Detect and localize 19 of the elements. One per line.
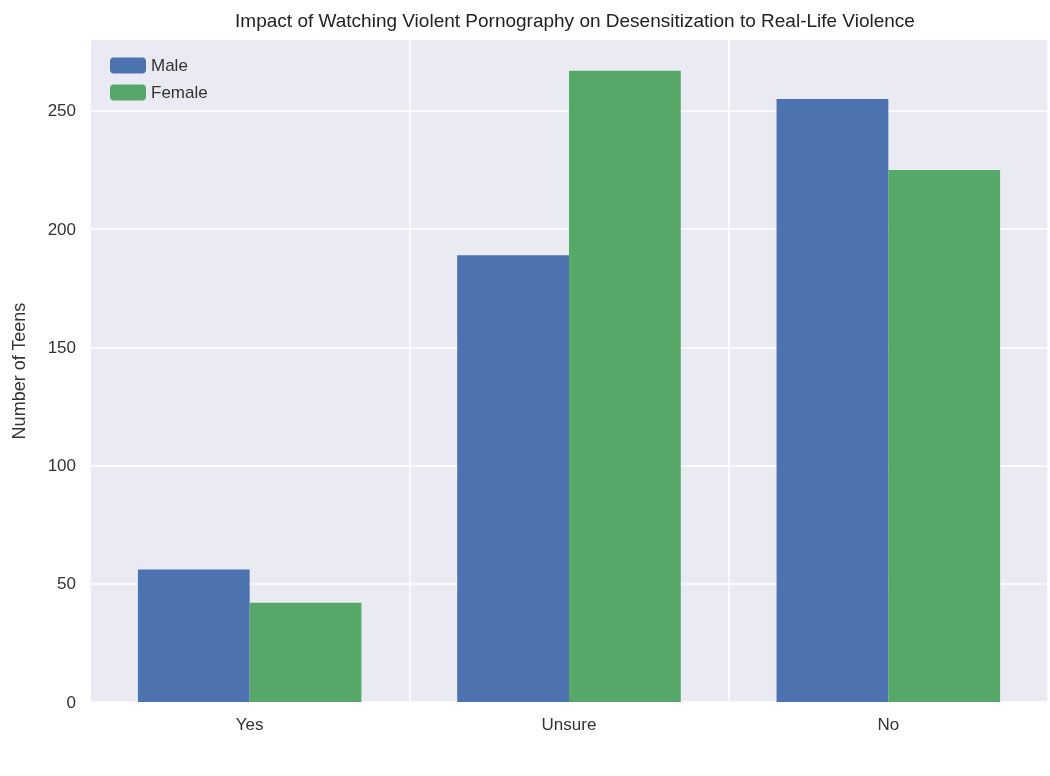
x-tick-label: Unsure — [541, 715, 597, 734]
legend-label: Male — [151, 56, 188, 75]
y-tick-label: 250 — [47, 101, 76, 121]
bar — [569, 70, 681, 702]
bar — [137, 569, 250, 702]
y-axis-title: Number of Teens — [9, 302, 29, 440]
chart-title: Impact of Watching Violent Pornography on Desensitization to Real-Life Violence — [235, 10, 915, 31]
y-tick-label: 200 — [47, 219, 76, 239]
bar — [457, 255, 569, 702]
bar — [776, 99, 889, 702]
x-tick-label: Yes — [235, 715, 264, 734]
y-tick-label: 50 — [57, 574, 76, 594]
y-tick-label: 0 — [66, 692, 76, 712]
bar — [888, 170, 1001, 702]
legend-label: Female — [151, 83, 208, 102]
bar — [249, 602, 362, 702]
y-tick-label: 100 — [47, 456, 76, 476]
y-tick-label: 150 — [47, 337, 76, 357]
x-tick-label: No — [877, 715, 900, 734]
